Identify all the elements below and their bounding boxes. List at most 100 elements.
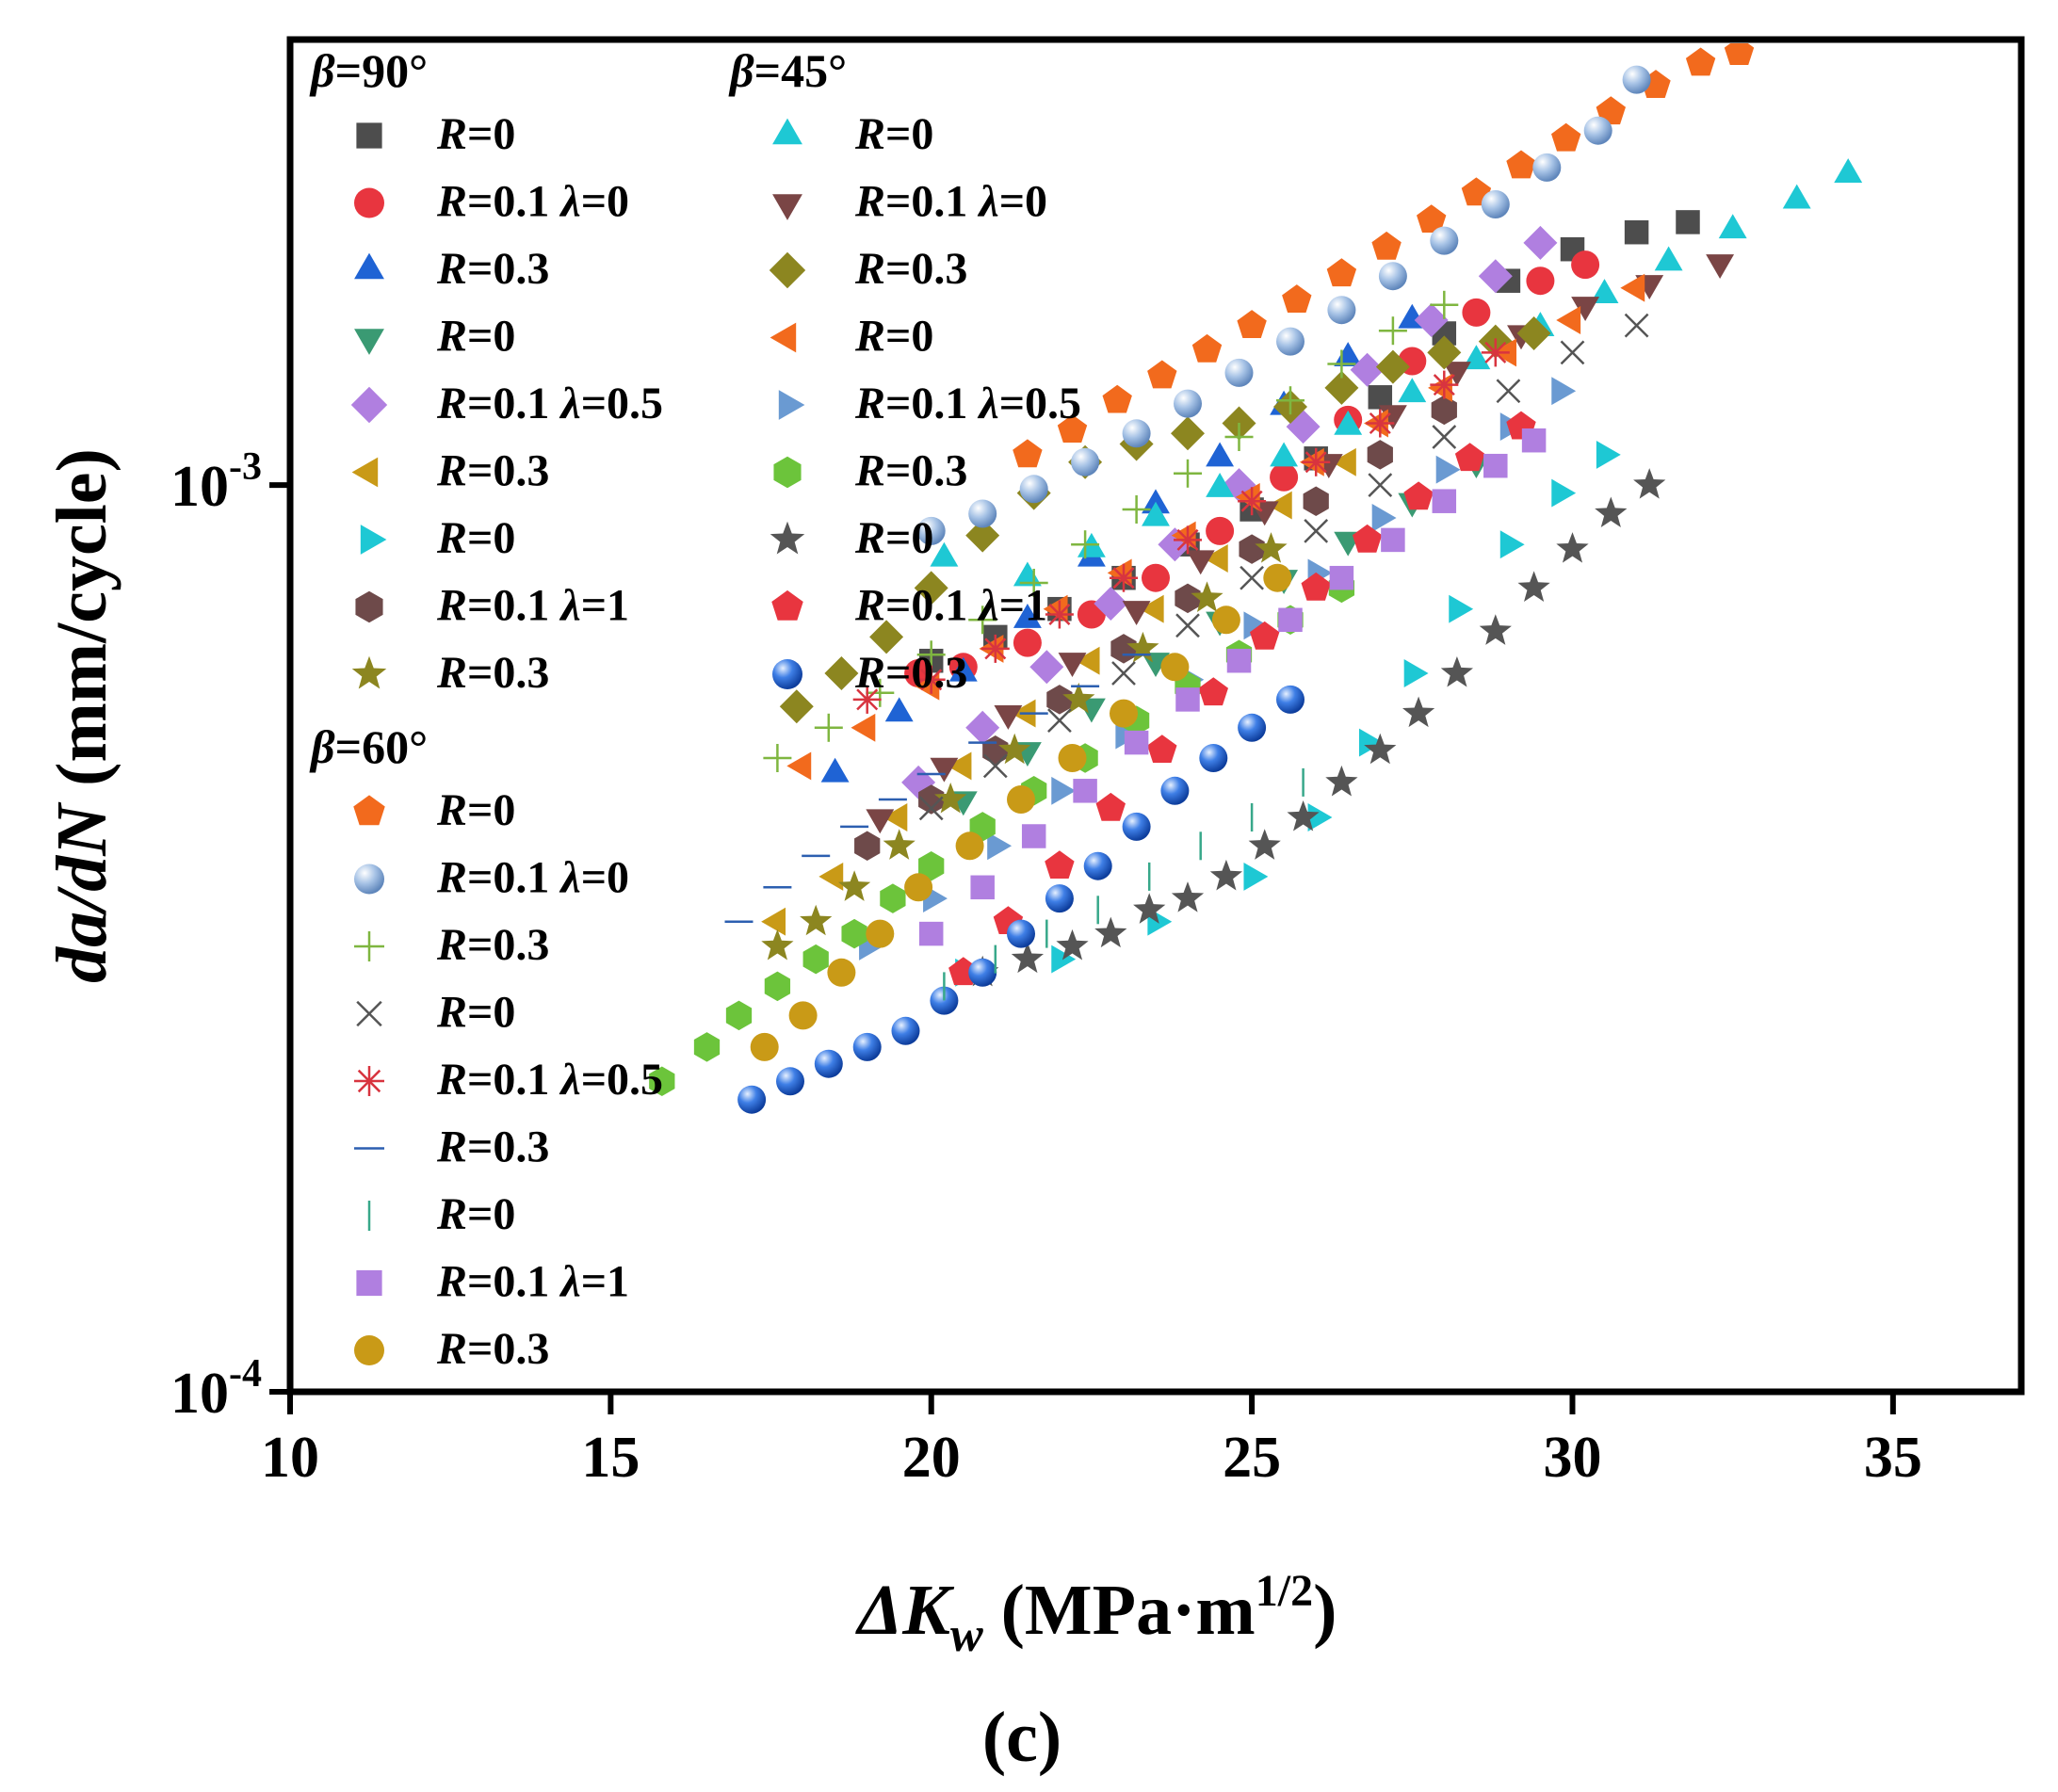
data-point-16-14 — [1479, 614, 1512, 645]
data-marks — [649, 43, 1863, 1114]
data-point-9-4 — [883, 829, 916, 860]
y-tick-label-1: 10-3 — [170, 445, 262, 519]
data-point-12-14 — [1427, 335, 1462, 370]
data-point-9-7 — [1062, 682, 1095, 714]
data-point-27-11 — [1211, 605, 1240, 635]
data-point-14-3 — [987, 831, 1013, 861]
data-point-9-3 — [837, 870, 871, 901]
series-24 — [724, 654, 1151, 923]
data-point-12-3 — [869, 620, 904, 654]
legend-marker-16 — [770, 521, 805, 555]
legend-marker-19 — [353, 795, 385, 826]
data-point-22-5 — [1175, 613, 1200, 638]
data-point-6-6 — [1075, 646, 1100, 675]
data-point-12-13 — [1375, 349, 1410, 384]
data-point-26-2 — [970, 875, 995, 900]
series-16 — [966, 468, 1666, 987]
data-point-5-11 — [1523, 225, 1558, 260]
legend-label-14: R=0.1 λ=0.5 — [854, 379, 1081, 428]
legend-label-10: R=0 — [854, 109, 933, 159]
data-point-26-12 — [1483, 453, 1508, 478]
data-point-2-10 — [1462, 298, 1491, 327]
data-point-20-9 — [1327, 296, 1356, 325]
y-title-unit: (mm/cycle) — [42, 448, 122, 804]
data-point-18-4 — [852, 1032, 882, 1061]
data-point-23-5 — [1110, 563, 1138, 592]
data-point-10-14 — [1782, 184, 1811, 209]
legend-label-1: R=0 — [436, 109, 515, 159]
data-point-16-13 — [1440, 656, 1474, 687]
data-point-1-12 — [1624, 219, 1649, 245]
data-point-8-6 — [1175, 583, 1201, 614]
data-point-10-6 — [1270, 442, 1299, 467]
data-point-16-6 — [1171, 881, 1205, 912]
data-point-1-13 — [1676, 210, 1700, 234]
data-point-20-7 — [1224, 358, 1254, 387]
data-point-20-13 — [1532, 153, 1562, 182]
data-point-16-8 — [1248, 829, 1281, 860]
data-point-6-3 — [883, 803, 908, 831]
x-tick-label-25: 25 — [1223, 1426, 1281, 1490]
data-point-11-5 — [1122, 601, 1151, 625]
data-point-15-3 — [725, 1000, 753, 1031]
data-point-5-2 — [965, 710, 1000, 745]
legend-label-25: R=0 — [436, 1189, 515, 1239]
plot-frame — [286, 36, 2025, 1396]
data-point-26-4 — [1073, 779, 1097, 803]
data-point-20-5 — [1122, 419, 1151, 448]
data-point-22-8 — [1368, 473, 1393, 497]
data-point-27-5 — [904, 873, 933, 902]
data-point-13-1 — [786, 751, 812, 781]
legend-group-title-2: β=45° — [728, 44, 847, 97]
data-point-22-2 — [982, 753, 1008, 779]
data-point-19-6 — [1237, 310, 1267, 338]
series-27 — [750, 563, 1292, 1061]
data-point-18-14 — [1238, 713, 1267, 742]
data-point-13-2 — [851, 713, 876, 742]
data-point-18-8 — [1007, 919, 1035, 948]
data-point-18-5 — [891, 1016, 920, 1045]
legend-marker-3 — [354, 252, 384, 280]
data-point-5-3 — [1029, 650, 1064, 685]
data-point-22-11 — [1560, 340, 1585, 365]
data-point-18-1 — [737, 1085, 767, 1114]
legend-marker-11 — [772, 194, 802, 220]
legend-marker-27 — [354, 1335, 384, 1365]
legend-label-15: R=0.3 — [854, 446, 967, 496]
data-point-12-4 — [914, 571, 948, 605]
legend-label-18: R=0.3 — [854, 648, 967, 698]
legend-label-11: R=0.1 λ=0 — [854, 177, 1047, 227]
data-point-10-4 — [1142, 501, 1170, 526]
data-point-12-16 — [1516, 316, 1551, 350]
series-25 — [943, 767, 1304, 1001]
y-axis-title: da/dN (mm/cycle) — [42, 448, 122, 983]
legend-label-13: R=0 — [854, 312, 933, 362]
data-point-23-8 — [1302, 447, 1331, 476]
data-point-17-6 — [1198, 677, 1228, 706]
legend-label-24: R=0.3 — [436, 1122, 549, 1172]
data-point-14-4 — [1051, 776, 1077, 805]
legend-marker-23 — [354, 1066, 384, 1096]
data-point-19-14 — [1596, 96, 1626, 125]
series-9 — [761, 532, 1288, 961]
series-13 — [786, 273, 1645, 781]
series-17 — [948, 411, 1536, 986]
data-point-9-6 — [998, 733, 1031, 765]
data-point-26-6 — [1175, 687, 1200, 712]
data-point-8-7 — [1239, 534, 1265, 564]
data-point-6-7 — [1139, 594, 1164, 623]
data-point-20-12 — [1481, 190, 1510, 218]
data-point-13-13 — [1556, 306, 1581, 334]
data-point-8-10 — [1431, 395, 1457, 426]
data-point-27-6 — [955, 831, 984, 861]
data-point-5-10 — [1478, 259, 1513, 294]
data-point-7-8 — [1449, 594, 1474, 623]
legend-label-20: R=0.1 λ=0 — [436, 853, 629, 903]
data-point-18-6 — [930, 986, 959, 1015]
data-point-19-3 — [1102, 384, 1132, 413]
data-point-2-3 — [1013, 628, 1042, 657]
data-point-26-11 — [1432, 489, 1457, 513]
data-point-20-3 — [1019, 475, 1048, 504]
data-point-27-4 — [866, 919, 895, 948]
data-point-12-5 — [965, 518, 1000, 553]
